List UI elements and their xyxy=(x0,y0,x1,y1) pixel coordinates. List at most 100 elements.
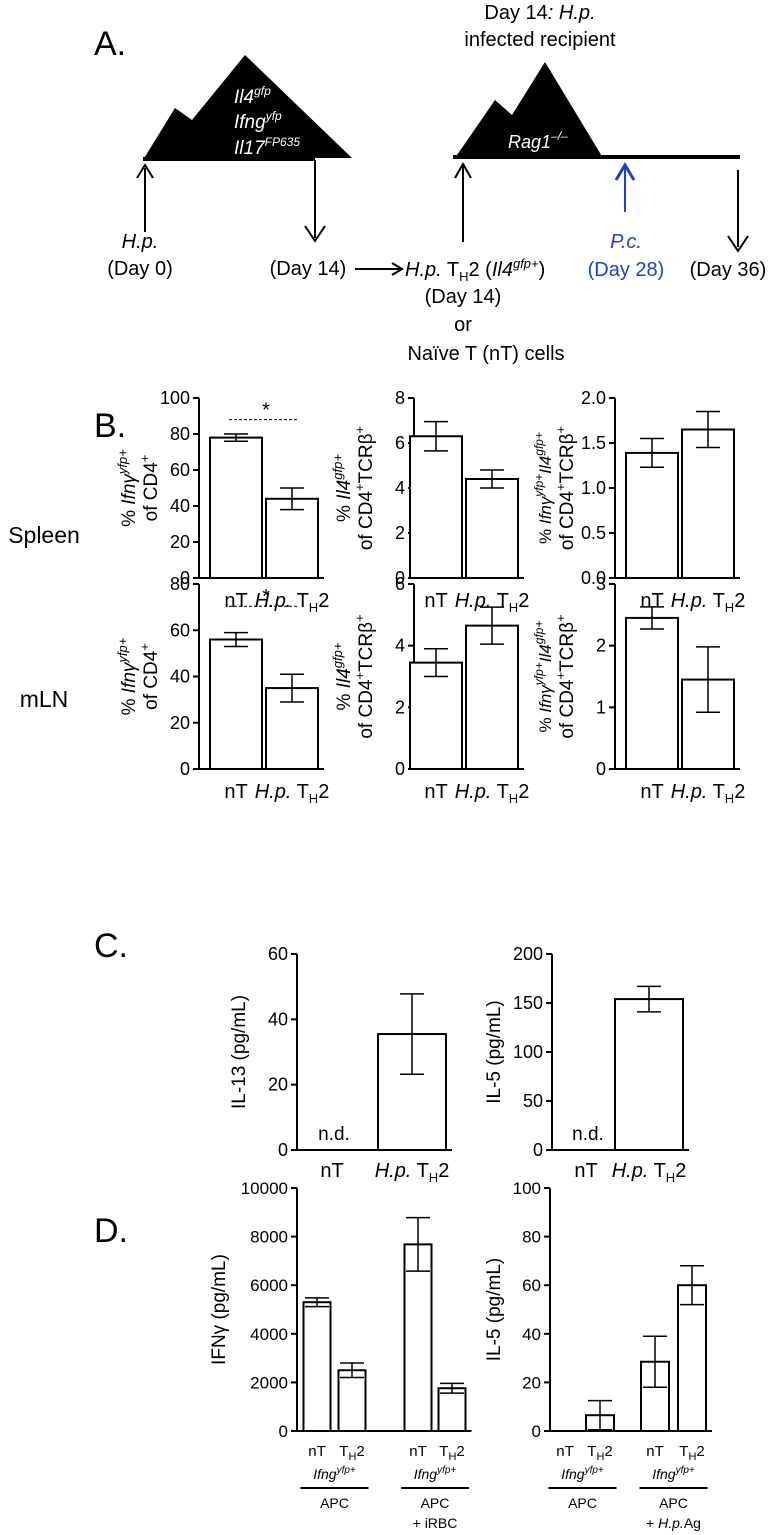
day14-donor-label: (Day 14) xyxy=(270,258,347,280)
y-tick-label: 60 xyxy=(522,1276,541,1295)
x-tick-label-nt: nT xyxy=(646,1443,664,1460)
y-tick-label: 4000 xyxy=(250,1325,288,1344)
y-axis-label: % Il4gfp+ xyxy=(330,454,355,522)
x-tick-label-nt: nT xyxy=(409,1443,427,1460)
panel-label-c: C. xyxy=(94,927,128,965)
bar xyxy=(625,451,679,579)
donor-gene-ifng: Ifngyfp xyxy=(234,109,282,133)
x-tick-label-th2: TH2 xyxy=(439,1443,464,1463)
donor-gene-il4: Il4gfp xyxy=(234,84,271,108)
y-tick-label: 3 xyxy=(596,574,606,594)
x-tick-label-hp-th2: H.p. TH2 xyxy=(612,1160,687,1185)
chart-ifng-d: 0 2000 4000 6000 8000 10000 nT TH2 nT TH2 Ifngyfp+… xyxy=(209,1179,472,1531)
x-tick-label-nt: nT xyxy=(556,1443,574,1460)
day36-label: (Day 36) xyxy=(690,259,767,281)
bar xyxy=(265,497,319,579)
y-axis-label: IL-5 (pg/mL) xyxy=(484,1000,505,1103)
y-tick-label: 40 xyxy=(268,1009,288,1029)
y-tick-label: 20 xyxy=(170,532,190,552)
transfer-arrow-head xyxy=(391,262,404,276)
y-tick-label: 8000 xyxy=(250,1228,288,1247)
y-axis-label: % Ifnγyfp+Il4gfp+ xyxy=(532,621,555,733)
arrow-down-day14-head xyxy=(304,225,326,243)
y-tick-label: 150 xyxy=(513,993,543,1013)
y-tick-label: 2.0 xyxy=(581,388,606,408)
x-tick-label-hp-th2: H.p. TH2 xyxy=(671,781,746,806)
bar xyxy=(337,1369,367,1432)
donor-infection-shape xyxy=(143,55,352,160)
recipient-title-2: infected recipient xyxy=(464,29,616,51)
y-tick-label: 20 xyxy=(170,713,190,733)
chart-spleen-double-positive: 0.00.51.01.52.0nT H.p. TH2% Ifnγyfp+Il4gf… xyxy=(532,388,745,615)
bar xyxy=(681,428,735,579)
y-tick-label: 40 xyxy=(522,1325,541,1344)
y-tick-label: 2 xyxy=(395,697,405,717)
y-tick-label: 60 xyxy=(170,620,190,640)
row-label-mln: mLN xyxy=(20,686,69,712)
y-axis-label: % Ifnγyfp+Il4gfp+ xyxy=(532,432,555,544)
arrow-up-day0-head xyxy=(136,163,154,179)
bar xyxy=(409,435,463,579)
y-tick-label: 80 xyxy=(170,424,190,444)
chart-mln-il4: 0 2 4 6 nT H.p. TH2 % Il4gfp+of CD4+TCRβ+ xyxy=(330,574,529,806)
y-tick-label: 0 xyxy=(278,1140,288,1160)
y-tick-label: 1.0 xyxy=(581,478,606,498)
bar xyxy=(614,998,684,1152)
y-tick-label: 0 xyxy=(533,1140,543,1160)
group-label-line2: + iRBC xyxy=(413,1515,458,1531)
y-axis-label: % Ifnγyfp+ xyxy=(115,449,140,527)
recipient-infection-shape xyxy=(455,62,603,158)
y-tick-label: 40 xyxy=(170,667,190,687)
chart-mln-ifng: 0 20 40 60 80 nT H.p. TH2 * % Ifnγyfp+of CD4+ xyxy=(115,574,329,806)
reporter-label: Ifngyfp+ xyxy=(561,1465,604,1482)
reporter-label: Ifngyfp+ xyxy=(313,1465,356,1482)
chart-il13: 0 20 40 60 n.d. nT H.p. TH2 IL-13 (pg/mL) xyxy=(229,944,452,1185)
y-axis-label-line2: of CD4+ xyxy=(137,643,162,710)
y-tick-label: 0.5 xyxy=(581,523,606,543)
y-tick-label: 60 xyxy=(170,460,190,480)
transfer-cells-label: H.p. TH2 (Il4gfp+) xyxy=(405,256,545,284)
bar xyxy=(640,1360,670,1432)
arrow-down-day36-head xyxy=(727,235,749,253)
x-tick-label-nt: nT xyxy=(320,1160,343,1182)
panel-label-a: A. xyxy=(94,25,126,63)
y-tick-label: 200 xyxy=(513,944,543,964)
schematic-panel-a: Il4gfp Ifngyfp Il17FP635 H.p. (Day 0) (D… xyxy=(107,2,766,365)
y-axis-label: IFNγ (pg/mL) xyxy=(209,1254,230,1365)
y-tick-label: 100 xyxy=(513,1179,541,1198)
bar xyxy=(302,1301,332,1432)
x-tick-label-nt: nT xyxy=(424,590,447,612)
y-tick-label: 4 xyxy=(395,636,405,656)
y-tick-label: 1 xyxy=(596,697,606,717)
bar xyxy=(677,1284,707,1432)
y-axis-label: % Ifnγyfp+ xyxy=(115,637,140,715)
recipient-strain-label: Rag1–/– xyxy=(508,129,568,152)
recipient-title-1: Day 14: H.p. xyxy=(484,2,595,24)
reporter-label: Ifngyfp+ xyxy=(414,1465,457,1482)
significance-star: * xyxy=(262,586,270,608)
x-tick-label-th2: TH2 xyxy=(679,1443,704,1463)
y-axis-label-line2: of CD4+ xyxy=(137,455,162,522)
arrow-up-pc-head xyxy=(614,162,636,181)
y-tick-label: 8 xyxy=(395,388,405,408)
bar xyxy=(403,1243,433,1432)
y-tick-label: 2000 xyxy=(250,1373,288,1392)
pc-label: P.c. xyxy=(610,231,642,253)
y-tick-label: 0 xyxy=(395,568,405,588)
y-tick-label: 0.0 xyxy=(581,568,606,588)
x-tick-label-th2: TH2 xyxy=(587,1443,612,1463)
not-detected-label: n.d. xyxy=(572,1124,604,1145)
x-tick-label-hp-th2: H.p. TH2 xyxy=(375,1160,450,1185)
x-tick-label-nt: nT xyxy=(224,590,247,612)
x-tick-label-nt: nT xyxy=(308,1443,326,1460)
x-tick-label-nt: nT xyxy=(424,781,447,803)
y-tick-label: 6 xyxy=(395,433,405,453)
y-tick-label: 6000 xyxy=(250,1276,288,1295)
y-axis-label-line2: of CD4+TCRβ+ xyxy=(352,614,377,738)
y-tick-label: 100 xyxy=(513,1042,543,1062)
group-label: APC xyxy=(568,1495,597,1511)
significance-star: * xyxy=(262,400,270,422)
y-tick-label: 2 xyxy=(596,636,606,656)
chart-il5-c: 0 50 100 150 200 n.d. nT H.p. TH2 IL-5 (pg/mL) xyxy=(484,944,689,1185)
